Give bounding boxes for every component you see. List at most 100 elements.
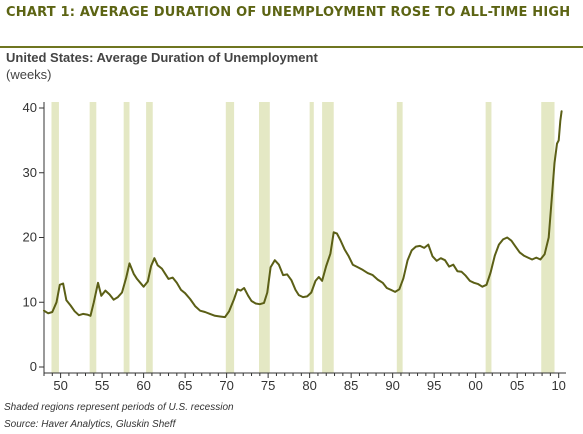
data-point <box>172 277 174 279</box>
data-point <box>89 315 92 317</box>
recession-band <box>485 102 492 373</box>
data-point <box>228 310 230 312</box>
data-point <box>535 257 537 259</box>
data-point <box>423 247 425 249</box>
x-tick-label: 00 <box>468 378 482 393</box>
data-point <box>411 249 413 251</box>
data-point <box>199 310 201 312</box>
recession-band <box>123 102 130 373</box>
data-point <box>352 264 354 266</box>
chart-title: CHART 1: AVERAGE DURATION OF UNEMPLOYMEN… <box>6 5 571 20</box>
data-point <box>336 233 338 235</box>
data-point <box>176 282 178 284</box>
data-point <box>180 289 182 291</box>
series-line <box>43 110 563 319</box>
data-point <box>415 246 417 248</box>
data-point <box>561 110 563 112</box>
data-point <box>153 257 155 259</box>
data-point <box>74 310 76 312</box>
data-point <box>485 284 488 286</box>
data-point <box>125 277 127 279</box>
x-tick-label: 95 <box>427 378 441 393</box>
data-point <box>456 270 458 272</box>
data-point <box>548 236 550 239</box>
y-tick-label: 30 <box>23 165 37 180</box>
data-point <box>161 268 163 270</box>
x-tick-label: 10 <box>551 378 565 393</box>
data-point <box>436 260 438 262</box>
data-point <box>243 287 245 289</box>
data-point <box>121 291 123 294</box>
data-point <box>255 302 257 305</box>
data-point <box>184 292 186 294</box>
data-point <box>167 278 170 280</box>
data-point <box>51 311 53 313</box>
data-point <box>318 276 320 278</box>
data-point <box>270 266 272 268</box>
data-point <box>278 264 280 266</box>
data-point <box>150 265 152 267</box>
data-point <box>390 289 392 291</box>
data-point <box>259 303 261 305</box>
data-point <box>266 291 268 294</box>
data-point <box>302 296 304 298</box>
data-point <box>440 257 442 259</box>
recession-band <box>259 102 270 373</box>
data-point <box>494 255 496 257</box>
data-point <box>62 282 64 285</box>
data-point <box>250 300 253 302</box>
data-point <box>298 294 300 296</box>
data-point <box>325 265 327 267</box>
data-point <box>236 288 238 290</box>
data-point <box>233 298 235 300</box>
data-point <box>100 295 102 297</box>
recession-band <box>225 102 235 373</box>
source-note: Source: Haver Analytics, Gluskin Sheff <box>4 419 176 430</box>
data-point <box>372 274 374 276</box>
data-point <box>65 299 67 301</box>
data-point <box>407 259 409 261</box>
data-point <box>109 293 111 296</box>
data-point <box>310 291 312 294</box>
data-point <box>329 253 331 255</box>
y-tick-label: 10 <box>23 294 37 309</box>
data-point <box>204 311 206 313</box>
x-tick-label: 65 <box>178 378 192 393</box>
data-point <box>78 314 80 316</box>
x-tick-label: 80 <box>302 378 316 393</box>
x-tick-label: 60 <box>136 378 150 393</box>
data-point <box>133 273 135 275</box>
data-point <box>263 302 265 304</box>
data-point <box>394 291 396 293</box>
data-point <box>189 298 191 300</box>
data-point <box>157 264 159 266</box>
x-tick-label: 70 <box>219 378 233 393</box>
data-point <box>333 231 335 233</box>
data-point <box>510 240 512 242</box>
data-point <box>43 310 45 312</box>
data-point <box>402 277 404 279</box>
data-point <box>444 259 446 261</box>
data-point <box>164 273 166 275</box>
y-tick-label: 40 <box>23 100 37 115</box>
data-point <box>539 258 542 261</box>
data-point <box>427 244 429 246</box>
data-point <box>86 314 88 316</box>
data-point <box>357 266 359 268</box>
data-point <box>306 295 308 297</box>
data-point <box>481 286 483 288</box>
data-point <box>448 266 450 268</box>
data-point <box>398 288 400 290</box>
data-point <box>419 245 421 247</box>
data-point <box>113 299 115 301</box>
data-point <box>70 304 72 307</box>
data-point <box>544 253 546 255</box>
data-point <box>514 246 517 248</box>
data-point <box>498 244 500 246</box>
data-point <box>321 280 323 282</box>
data-point <box>553 162 556 164</box>
data-point <box>314 280 317 282</box>
data-point <box>339 239 341 241</box>
x-tick-label: 55 <box>95 378 109 393</box>
